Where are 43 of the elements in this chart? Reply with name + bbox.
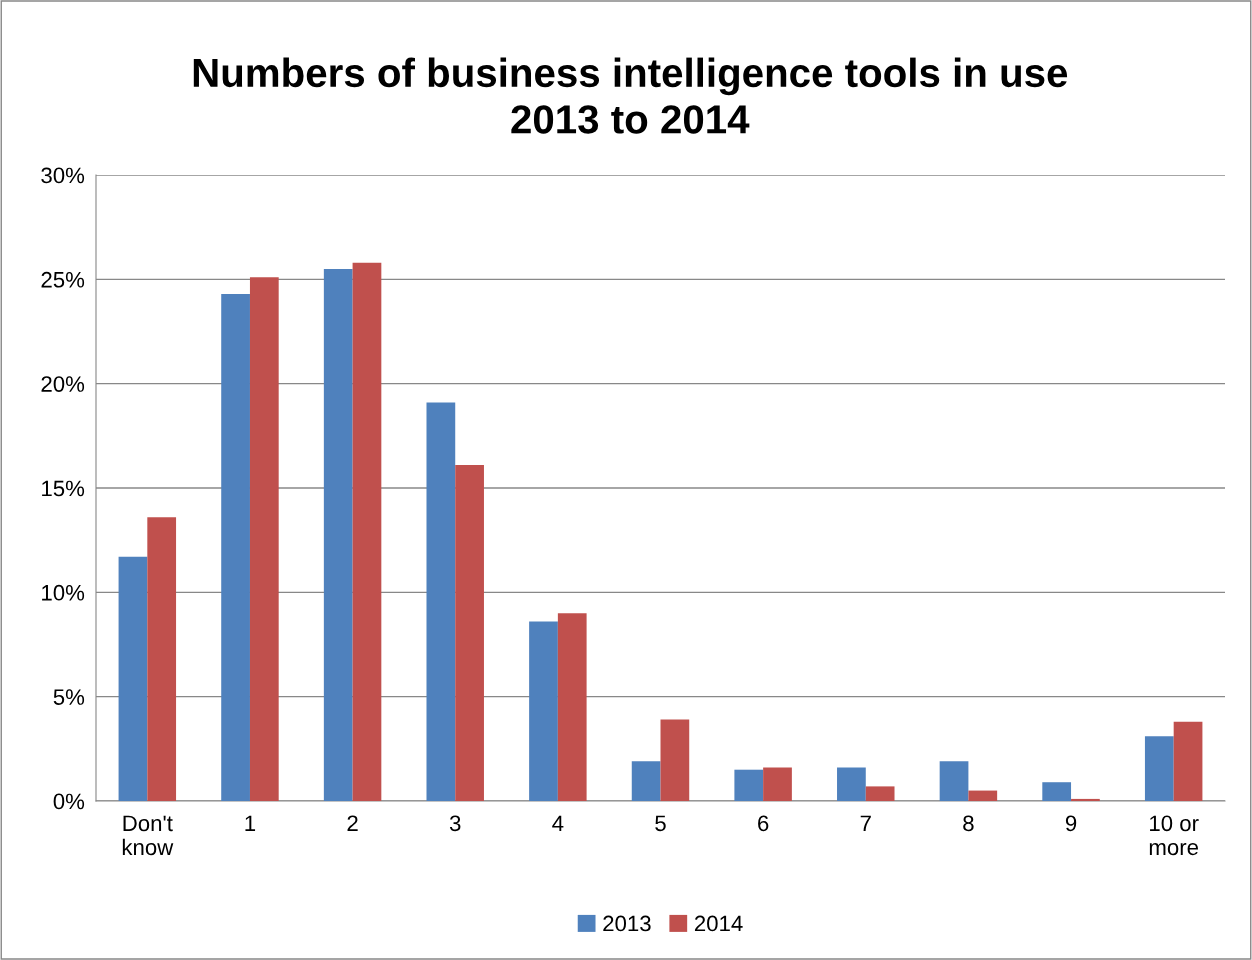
bar <box>557 613 587 801</box>
bar <box>837 767 866 801</box>
x-tick-label: 3 <box>449 815 461 832</box>
bar <box>249 277 279 801</box>
x-tick-label: 7 <box>860 815 871 831</box>
bar <box>118 556 148 801</box>
y-tick-label: 5% <box>53 689 85 705</box>
x-tick-label: 8 <box>963 815 974 832</box>
bar <box>968 790 998 801</box>
y-tick-label: 25% <box>41 271 85 288</box>
bar <box>529 621 558 801</box>
x-tick-label: 10 or more <box>1149 815 1199 856</box>
bar <box>455 465 484 801</box>
bar <box>631 761 661 801</box>
bar <box>1042 782 1072 801</box>
bar <box>865 786 895 801</box>
x-tick-label: 9 <box>1065 815 1077 832</box>
bar <box>352 262 382 801</box>
y-tick-label: 10% <box>42 584 85 601</box>
bar <box>426 402 456 801</box>
bar <box>763 767 792 801</box>
x-tick-label: 6 <box>758 815 769 832</box>
x-tick-label: 2 <box>347 815 358 831</box>
y-tick-label: 20% <box>41 376 85 392</box>
bar <box>1071 798 1100 801</box>
y-tick-label: 30% <box>41 167 85 184</box>
bar <box>147 517 177 801</box>
bar <box>1173 721 1203 801</box>
bar <box>221 293 250 801</box>
x-tick-label: 4 <box>552 815 564 831</box>
x-tick-label: Don't know <box>122 815 174 856</box>
bar <box>660 719 690 801</box>
bar <box>734 769 764 801</box>
chart-title: Numbers of business intelligence tools in use 2013 to 2014 <box>193 57 1068 134</box>
x-tick-label: 1 <box>245 815 256 831</box>
legend-label: 2014 <box>694 915 743 932</box>
y-tick-label: 0% <box>53 793 85 810</box>
bar <box>1144 736 1174 801</box>
bar <box>323 268 353 801</box>
x-tick-label: 5 <box>655 815 666 832</box>
y-tick-label: 15% <box>42 480 85 497</box>
bar <box>939 761 969 801</box>
legend-label: 2013 <box>603 915 651 932</box>
